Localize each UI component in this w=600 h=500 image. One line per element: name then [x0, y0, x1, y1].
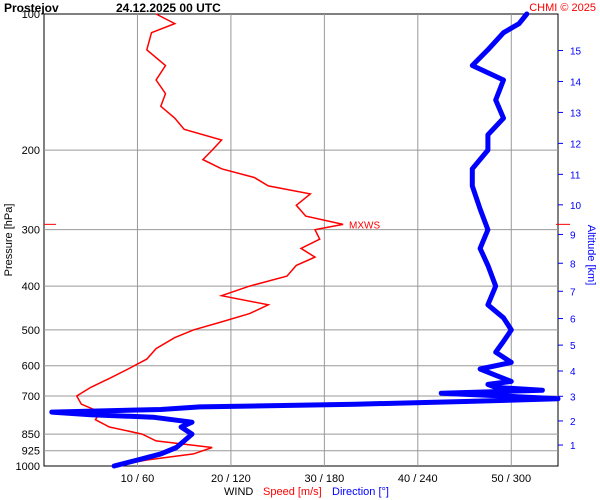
altitude-tick-label: 3: [570, 392, 576, 403]
altitude-tick-label: 9: [570, 230, 576, 241]
altitude-tick-label: 11: [570, 170, 581, 181]
wind-axis: 10 / 60 20 / 120 30 / 180 40 / 240 50 / 300: [121, 473, 532, 485]
pressure-tick-label: 700: [22, 391, 40, 403]
grid-lines: [44, 14, 558, 466]
altitude-tick-label: 1: [570, 441, 576, 452]
pressure-axis-title: Pressure [hPa]: [3, 204, 15, 277]
wind-tick-label: 30 / 180: [304, 473, 344, 485]
direction-legend: Direction [°]: [332, 486, 389, 498]
pressure-tick-label: 400: [22, 281, 40, 293]
credit-label: CHMI © 2025: [529, 2, 596, 14]
pressure-axis: 100 200 300 400 500 600 700 850 925 1000: [16, 9, 40, 473]
wind-direction-line: [49, 11, 561, 469]
altitude-tick-label: 12: [570, 139, 582, 150]
altitude-tick-label: 13: [570, 108, 582, 119]
wind-tick-label: 40 / 240: [398, 473, 438, 485]
pressure-tick-label: 500: [22, 325, 40, 337]
pressure-tick-label: 600: [22, 361, 40, 373]
max-wind-marker: MXWS: [44, 220, 570, 231]
wind-tick-label: 20 / 120: [211, 473, 251, 485]
wind-axis-title: WIND: [224, 486, 253, 498]
altitude-tick-label: 14: [570, 77, 582, 88]
pressure-tick-label: 100: [22, 9, 40, 21]
pressure-tick-label: 850: [22, 429, 40, 441]
station-name: Prostejov: [4, 1, 59, 15]
altitude-tick-label: 15: [570, 47, 582, 58]
sounding-datetime: 24.12.2025 00 UTC: [116, 1, 221, 15]
pressure-tick-label: 200: [22, 145, 40, 157]
wind-speed-line: [75, 13, 344, 467]
pressure-tick-label: 925: [22, 446, 40, 458]
wind-tick-label: 50 / 300: [491, 473, 531, 485]
plot-frame: [43, 13, 559, 467]
altitude-tick-label: 2: [570, 417, 576, 428]
altitude-tick-label: 7: [570, 287, 576, 298]
altitude-tick-label: 4: [570, 367, 576, 378]
altitude-tick-label: 8: [570, 259, 576, 270]
mxws-label: MXWS: [349, 220, 380, 231]
speed-legend: Speed [m/s]: [263, 486, 322, 498]
altitude-tick-label: 5: [570, 341, 576, 352]
wind-tick-label: 10 / 60: [121, 473, 155, 485]
altitude-axis-title: Altitude [km]: [585, 225, 597, 286]
altitude-tick-label: 6: [570, 315, 576, 326]
pressure-tick-label: 300: [22, 225, 40, 237]
pressure-tick-label: 1000: [16, 461, 40, 473]
altitude-tick-label: 10: [570, 201, 582, 212]
